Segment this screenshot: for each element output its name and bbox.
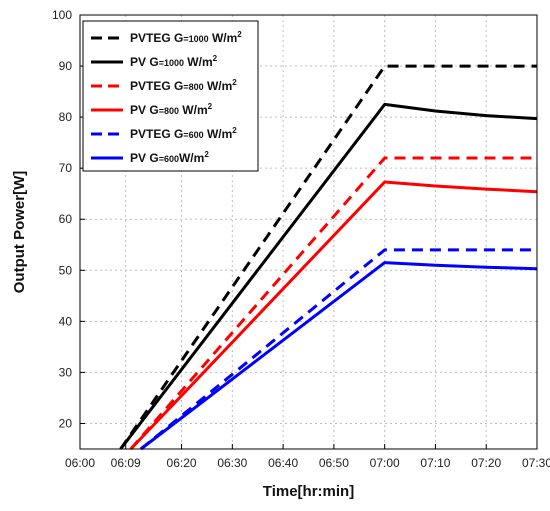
legend-entry-main: PVTEG G xyxy=(130,127,183,141)
legend-entry-sup: 2 xyxy=(237,30,242,39)
x-tick-label: 06:20 xyxy=(167,456,197,470)
series-line-6 xyxy=(139,261,538,451)
y-tick-label: 40 xyxy=(59,314,73,328)
y-tick-label: 60 xyxy=(59,212,73,226)
legend-entry-unit: W/m xyxy=(184,55,213,69)
legend-entry-unit: W/m xyxy=(204,79,233,93)
legend-entry-5: PVTEG G=600 W/m2 xyxy=(130,126,237,141)
x-tick-label: 07:20 xyxy=(471,456,501,470)
legend-entry-4: PV G=800 W/m2 xyxy=(130,102,213,117)
series-line-5 xyxy=(139,248,537,451)
legend-entry-unit: W/m xyxy=(204,127,233,141)
legend-entry-sub: =800 xyxy=(183,82,203,92)
series-line-1 xyxy=(119,64,537,450)
y-tick-label: 20 xyxy=(59,416,73,430)
plot-frame xyxy=(79,14,538,450)
legend-entry-sup: 2 xyxy=(213,54,218,63)
legend-entry-sub: =1000 xyxy=(183,34,208,44)
legend-entry-sub: =800 xyxy=(159,106,179,116)
x-tick-label: 06:00 xyxy=(65,456,95,470)
legend-entry-sup: 2 xyxy=(232,78,237,87)
x-axis-title: Time[hr:min] xyxy=(263,483,354,500)
legend-entry-sup: 2 xyxy=(208,102,213,111)
legend-entry-main: PV G xyxy=(130,103,159,117)
legend-entry-main: PV G xyxy=(130,55,159,69)
y-tick-label: 30 xyxy=(59,365,73,379)
y-tick-label: 90 xyxy=(59,59,73,73)
legend-entry-6: PV G=600W/m2 xyxy=(130,150,209,165)
x-tick-label: 07:00 xyxy=(370,456,400,470)
legend-entry-main: PV G xyxy=(130,151,159,165)
legend-entry-sup: 2 xyxy=(204,150,209,159)
legend-entry-sup: 2 xyxy=(232,126,237,135)
y-tick-label: 100 xyxy=(52,8,72,22)
legend-entry-unit: W/m xyxy=(179,103,208,117)
y-tick-label: 80 xyxy=(59,110,73,124)
legend-entry-unit: W/m xyxy=(209,31,238,45)
legend-entry-sub: =1000 xyxy=(159,58,184,68)
y-tick-label: 70 xyxy=(59,161,73,175)
series-layer xyxy=(119,64,538,451)
x-tick-label: 07:30 xyxy=(522,456,550,470)
x-tick-label: 06:09 xyxy=(111,456,141,470)
legend-entry-sub: =600 xyxy=(183,130,203,140)
y-tick-label: 50 xyxy=(59,263,73,277)
legend-entry-2: PV G=1000 W/m2 xyxy=(130,54,218,69)
series-line-3 xyxy=(129,156,537,450)
series-line-2 xyxy=(119,102,538,450)
y-axis-title: Output Power[W] xyxy=(11,171,28,293)
legend-entry-3: PVTEG G=800 W/m2 xyxy=(130,78,237,93)
x-tick-label: 07:10 xyxy=(420,456,450,470)
axis-ticks: 06:00 06:09 06:20 06:30 06:40 06:50 07:00 07:10… xyxy=(52,8,550,470)
legend-entry-main: PVTEG G xyxy=(130,79,183,93)
x-tick-label: 06:40 xyxy=(268,456,298,470)
x-tick-label: 06:30 xyxy=(217,456,247,470)
legend-entry-main: PVTEG G xyxy=(130,31,183,45)
legend-entry-sub: =600 xyxy=(159,154,179,164)
legend-entry-unit: W/m xyxy=(179,151,204,165)
legend-entry-1: PVTEG G=1000 W/m2 xyxy=(130,30,242,45)
series-line-4 xyxy=(129,180,538,451)
x-tick-label: 06:50 xyxy=(319,456,349,470)
legend-box xyxy=(82,20,259,172)
